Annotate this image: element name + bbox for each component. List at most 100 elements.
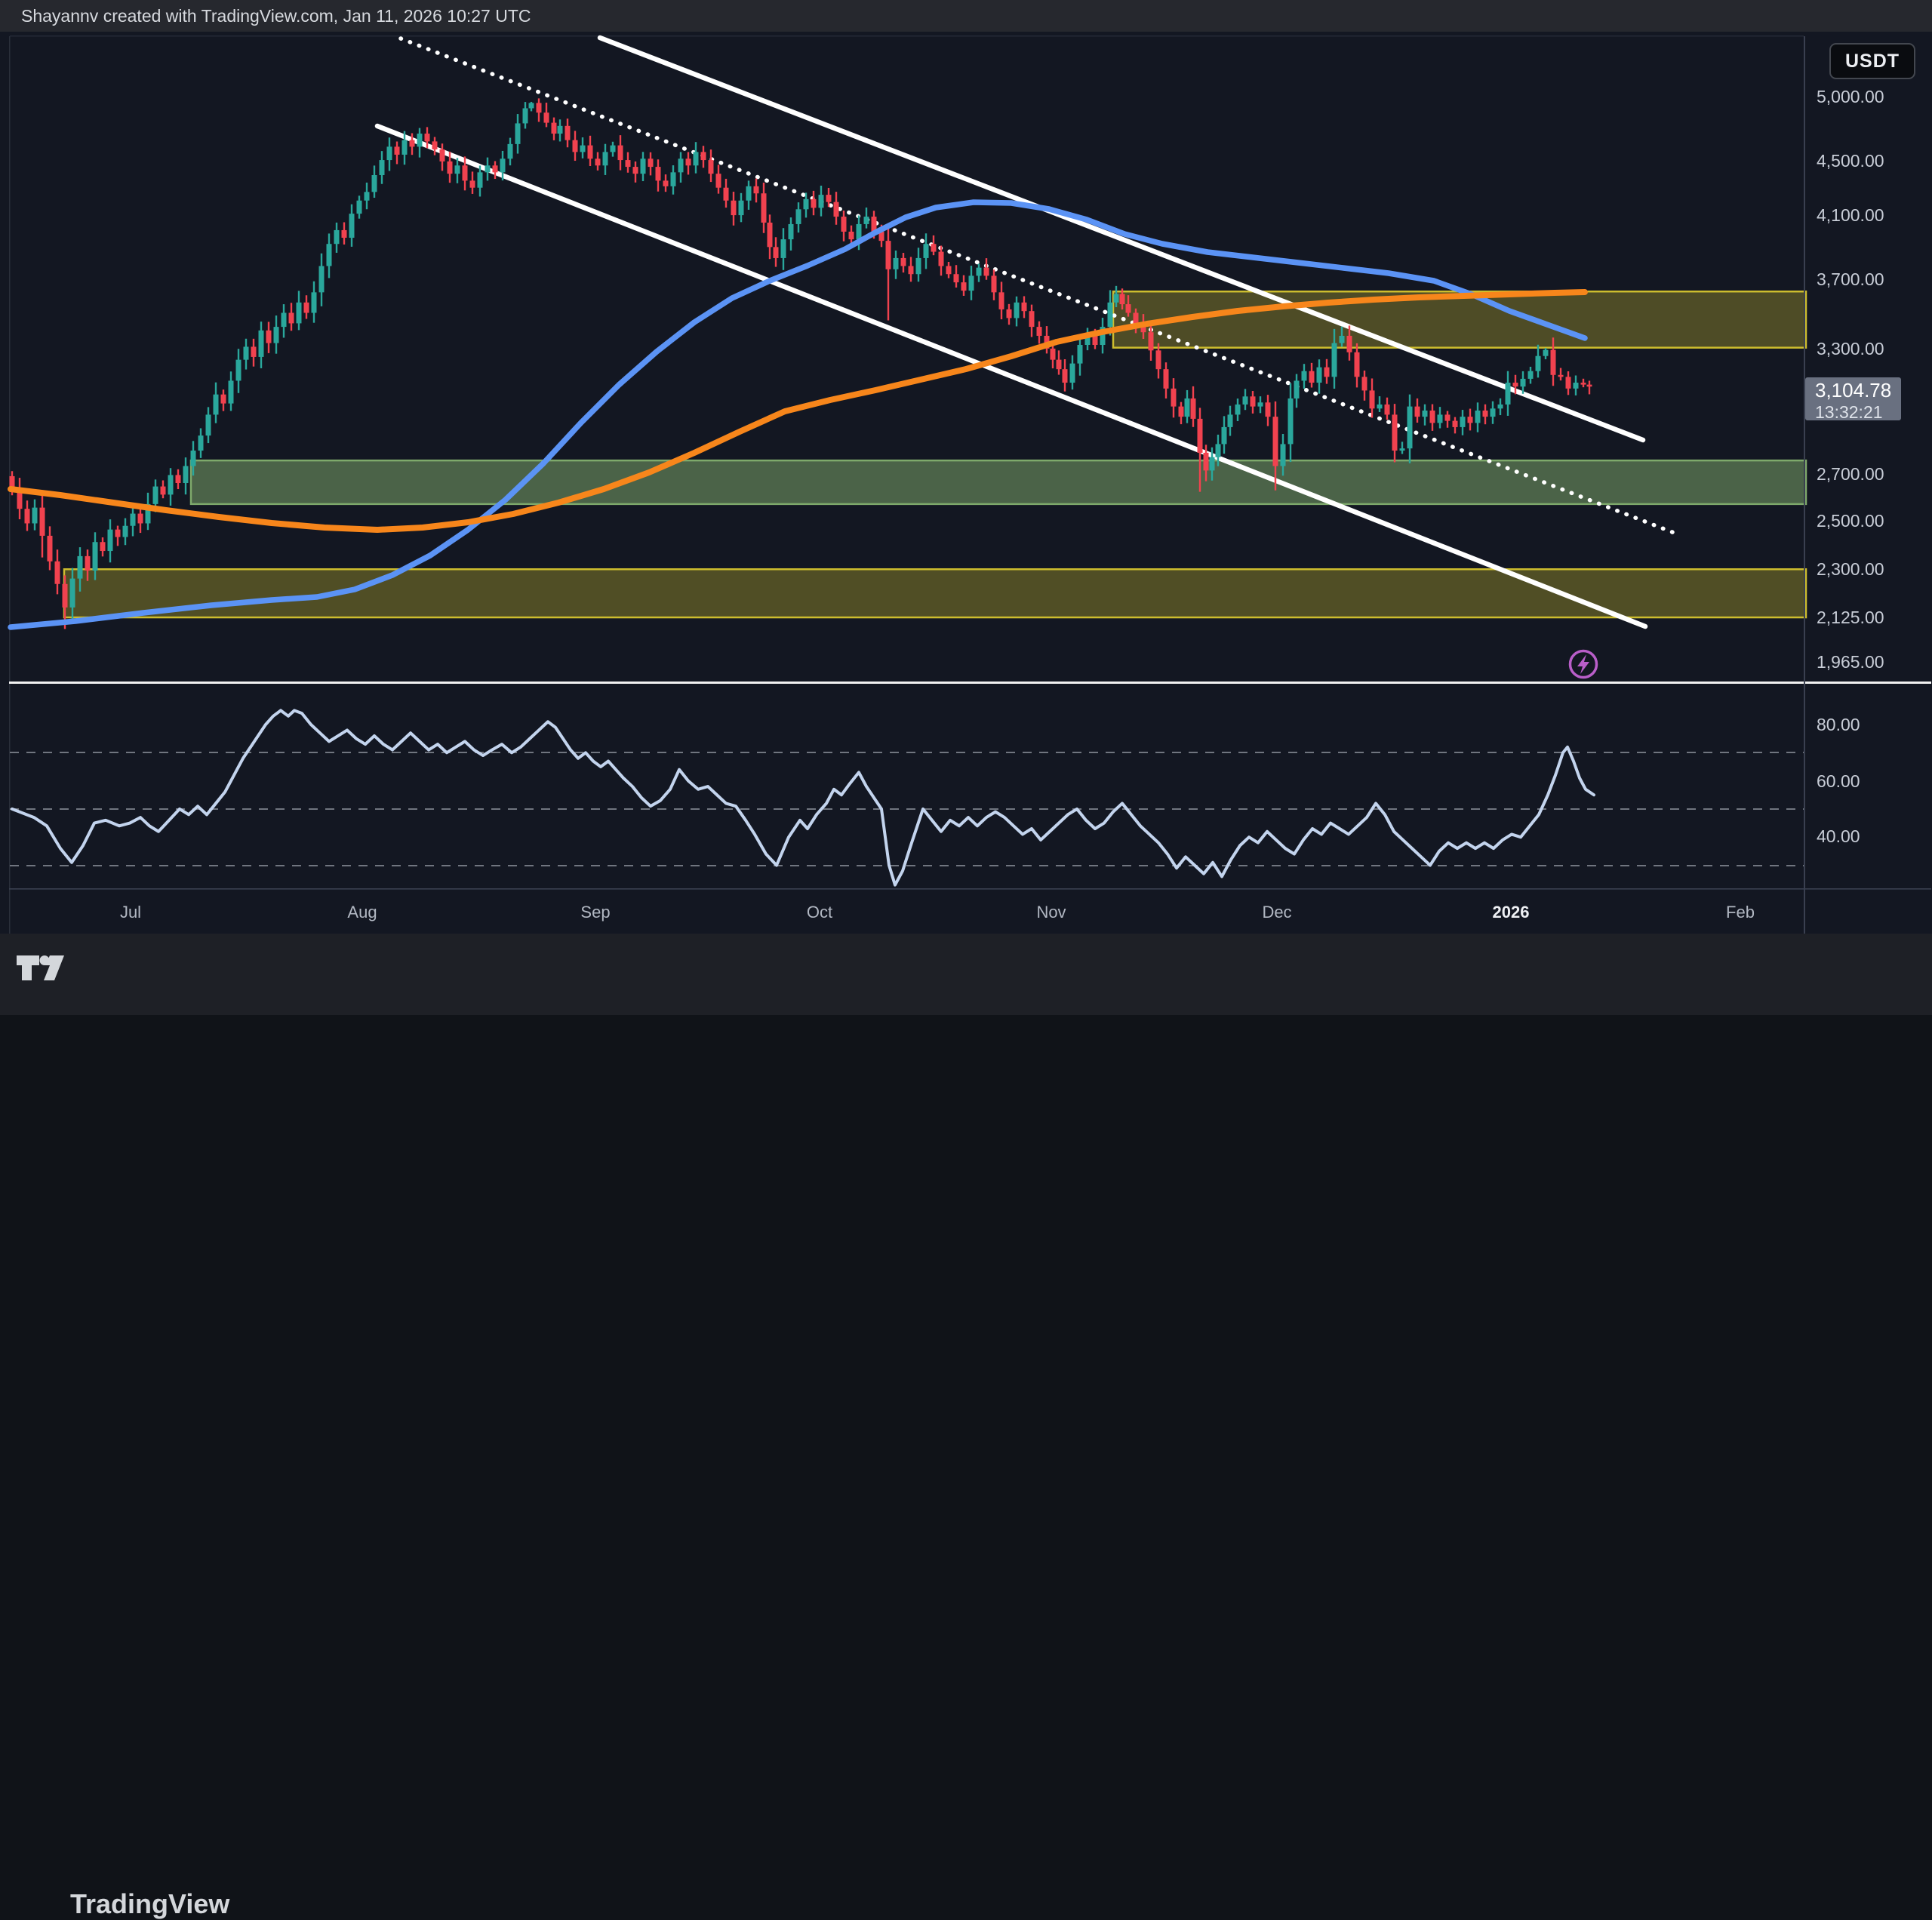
candle-body (1392, 414, 1398, 451)
candle-body (617, 145, 623, 161)
candle-body (991, 275, 997, 293)
candle-body (738, 200, 744, 216)
candle-body (1573, 383, 1579, 389)
candle-body (1257, 402, 1263, 407)
rsi-line (11, 709, 1595, 887)
channel-upper[interactable] (597, 35, 1646, 443)
support-zone-green (189, 459, 1807, 506)
candle-body (1133, 312, 1139, 324)
candle-body (610, 145, 616, 152)
time-axis-label-2026: 2026 (1492, 903, 1530, 922)
time-axis-label-Oct: Oct (806, 903, 833, 922)
candle-body (1467, 417, 1473, 423)
candle-body (1414, 406, 1420, 417)
candle-body (602, 152, 608, 166)
candle-body (77, 555, 83, 579)
candle-body (746, 186, 752, 201)
price-axis-label: 2,700.00 (1817, 464, 1884, 484)
price-axis-label: 2,125.00 (1817, 608, 1884, 627)
candle-body (1460, 417, 1466, 427)
candle-body (968, 275, 974, 291)
candle-body (220, 394, 226, 404)
candle-body (1221, 426, 1227, 445)
rsi-axis-separator (9, 888, 1931, 890)
candle-body (803, 198, 809, 210)
candle-body (961, 282, 967, 291)
candle-body (715, 174, 721, 188)
candle-body (1184, 398, 1190, 417)
candle-body (833, 202, 839, 217)
channel-lower[interactable] (374, 123, 1648, 629)
candle-body (1209, 457, 1215, 471)
candle-body (1107, 302, 1113, 328)
lightning-reaction-icon[interactable] (1568, 649, 1598, 679)
candle-body (625, 160, 631, 168)
candle-body (213, 394, 219, 415)
candle-body (1384, 404, 1390, 415)
candle-body (1171, 388, 1177, 407)
candle-body (1140, 323, 1146, 333)
price-axis-label: 4,100.00 (1817, 205, 1884, 225)
candle-body (1092, 335, 1098, 346)
time-axis-label-Aug: Aug (347, 903, 377, 922)
candle-body (273, 327, 279, 343)
time-axis-label-Dec: Dec (1262, 903, 1292, 922)
candle-body (318, 266, 325, 293)
candle-body (1215, 444, 1221, 457)
footer: TradingView (0, 934, 1932, 1919)
price-axis-separator[interactable] (1804, 36, 1805, 934)
candle-body (983, 267, 989, 276)
candle-body (1069, 363, 1075, 383)
candle-body (296, 302, 302, 324)
candle-body (1565, 377, 1571, 389)
tradingview-logo-icon[interactable] (0, 934, 257, 1015)
candle-body (356, 200, 362, 214)
candle-body (1339, 335, 1345, 343)
candle-body (761, 193, 767, 223)
candle-body (168, 475, 174, 495)
candle-body (632, 167, 638, 174)
candle-body (871, 217, 877, 232)
channel-mid-dotted[interactable] (398, 36, 1682, 537)
candle-body (334, 229, 340, 245)
time-axis-label-Sep: Sep (580, 903, 611, 922)
candle-body (976, 267, 982, 276)
candle-body (551, 122, 557, 134)
candle-body (648, 158, 654, 168)
candle-body (753, 186, 759, 194)
candle-body (447, 161, 453, 174)
lightning-bolt-glyph (1577, 654, 1589, 674)
candle-body (1550, 349, 1556, 375)
candle-body (92, 542, 98, 571)
ma-blue-200 (8, 199, 1588, 630)
candle-body (998, 292, 1004, 309)
candle-body (1294, 380, 1300, 398)
time-axis-label-Jul: Jul (119, 903, 142, 922)
currency-toggle-usdt[interactable]: USDT (1829, 43, 1915, 79)
candle-body (1235, 404, 1241, 415)
candle-body (1490, 408, 1496, 417)
candle-body (228, 380, 234, 404)
candle-body (773, 247, 779, 258)
candle-body (1331, 343, 1337, 377)
candle-body (137, 513, 143, 524)
candle-body (85, 555, 91, 571)
candle-body (1119, 294, 1125, 305)
candle-body (1050, 348, 1056, 360)
candle-body (1316, 367, 1322, 383)
candle-body (693, 152, 699, 166)
candle-body (462, 165, 468, 181)
price-axis-label: 3,300.00 (1817, 339, 1884, 358)
candle-body (678, 158, 684, 173)
attribution-text: Shayannv created with TradingView.com, J… (21, 6, 531, 26)
candle-body (1361, 377, 1367, 391)
price-axis-label: 5,000.00 (1817, 87, 1884, 106)
candle-body (379, 160, 385, 176)
candle-body (1014, 302, 1020, 318)
candle-body (1475, 410, 1481, 423)
chart-canvas[interactable] (0, 32, 1932, 934)
last-price-value: 3,104.78 (1815, 379, 1892, 402)
tradingview-logo-text[interactable]: TradingView (70, 1888, 230, 1919)
candle-body (439, 149, 445, 162)
candle-body (1369, 390, 1375, 409)
